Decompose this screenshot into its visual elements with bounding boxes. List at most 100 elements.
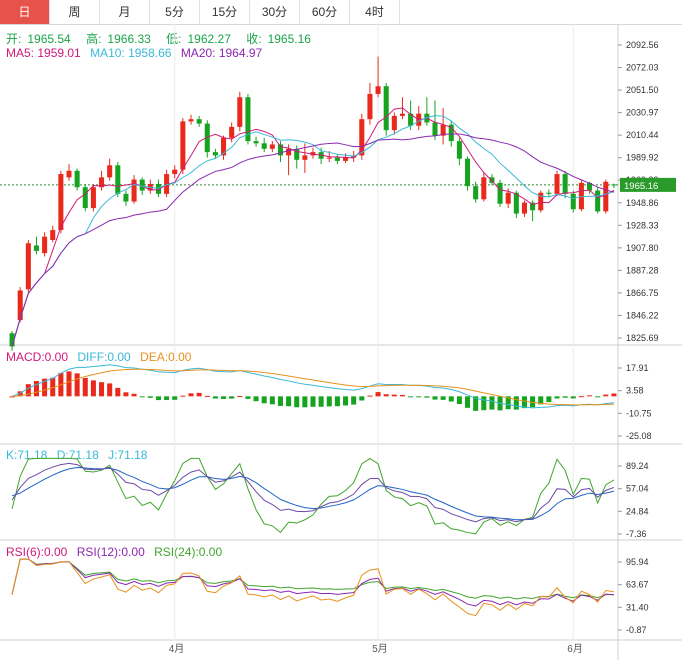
macd-bar — [399, 394, 405, 397]
macd-bar — [180, 395, 186, 397]
diff-label: DIFF:0.00 — [77, 350, 131, 364]
candle-body — [465, 158, 471, 187]
macd-bar — [9, 396, 15, 398]
tab-2[interactable]: 周 — [50, 0, 100, 24]
macd-bar — [351, 396, 357, 405]
macd-bar — [42, 378, 48, 397]
j-label: J:71.18 — [108, 448, 148, 462]
d-line — [11, 466, 615, 521]
candle-body — [294, 148, 300, 160]
tab-8[interactable]: 4时 — [350, 0, 400, 24]
candle-body — [180, 121, 186, 170]
kdj-tick-label: -7.36 — [626, 529, 647, 539]
candle-body — [9, 333, 15, 347]
rsi-legend: RSI(6):0.00 RSI(12):0.00 RSI(24):0.00 — [6, 545, 228, 559]
macd-bar — [359, 396, 365, 401]
macd-bar — [530, 396, 536, 408]
macd-bar — [448, 396, 454, 402]
candle-body — [115, 165, 121, 194]
x-tick-label: 5月 — [372, 643, 388, 655]
macd-bar — [90, 380, 96, 397]
price-tick-label: 1846.22 — [626, 310, 659, 320]
candle-body — [131, 179, 137, 202]
candle-body — [17, 290, 23, 321]
macd-bar — [481, 396, 487, 411]
candle-body — [587, 182, 593, 191]
candle-body — [432, 122, 438, 136]
tab-5[interactable]: 15分 — [200, 0, 250, 24]
macd-bar — [326, 396, 332, 407]
dea-label: DEA:0.00 — [140, 350, 192, 364]
macd-tick-label: -10.75 — [626, 408, 652, 418]
kdj-tick-label: 57.04 — [626, 484, 649, 494]
candle-body — [497, 182, 503, 204]
candle-body — [578, 182, 584, 210]
candle-body — [489, 177, 495, 183]
macd-bar — [440, 396, 446, 400]
macd-bar — [212, 396, 218, 399]
macd-bar — [424, 396, 430, 398]
candle-body — [82, 187, 88, 209]
ma20-line — [11, 133, 615, 347]
macd-bar — [367, 395, 373, 397]
dea-line — [12, 368, 614, 406]
tab-6[interactable]: 30分 — [250, 0, 300, 24]
rsi6-line — [11, 558, 615, 617]
macd-bar — [465, 396, 471, 408]
rsi6-label: RSI(6):0.00 — [6, 545, 68, 559]
rsi-tick-label: 95.94 — [626, 557, 649, 567]
candle-body — [66, 170, 72, 178]
macd-bar — [123, 392, 129, 397]
macd-bar — [473, 396, 479, 411]
macd-bar — [611, 393, 617, 397]
macd-bar — [25, 384, 31, 397]
price-tick-label: 1948.86 — [626, 198, 659, 208]
candle-body — [90, 187, 96, 209]
tab-3[interactable]: 月 — [100, 0, 150, 24]
macd-bar — [74, 373, 80, 397]
candle-body — [277, 144, 283, 156]
ma5-line — [11, 107, 615, 347]
macd-tick-label: 17.91 — [626, 363, 649, 373]
macd-bar — [253, 396, 259, 402]
price-tick-label: 1887.28 — [626, 265, 659, 275]
tab-1[interactable]: 日 — [0, 0, 50, 24]
candle-body — [562, 174, 568, 194]
price-tick-label: 1928.33 — [626, 220, 659, 230]
macd-bar — [416, 396, 422, 398]
macd-bar — [107, 383, 113, 397]
macd-bar — [164, 396, 170, 400]
candle-body — [237, 97, 243, 127]
candle-body — [302, 155, 308, 160]
tab-7[interactable]: 60分 — [300, 0, 350, 24]
macd-bar — [302, 396, 308, 408]
macd-bar — [139, 396, 145, 398]
macd-label: MACD:0.00 — [6, 350, 69, 364]
k-line — [11, 462, 615, 523]
candle-body — [391, 115, 397, 131]
candle-body — [595, 190, 601, 212]
kdj-tick-label: 24.84 — [626, 506, 649, 516]
macd-bar — [17, 391, 23, 397]
macd-bar — [204, 395, 210, 397]
candle-body — [204, 123, 210, 153]
macd-bar — [261, 396, 267, 404]
ohlc-legend: 开: 1965.54 高: 1966.33 低: 1962.27 收: 1965.16 — [6, 30, 323, 47]
macd-bar — [277, 396, 283, 406]
candle-body — [481, 177, 487, 200]
tab-4[interactable]: 5分 — [150, 0, 200, 24]
candle-body — [408, 113, 414, 126]
candle-body — [229, 126, 235, 138]
candle-body — [310, 152, 316, 156]
macd-bar — [294, 396, 300, 408]
candle-body — [58, 174, 64, 231]
period-tabs: 日周月 5分 15分 30分 60分 4时 — [0, 0, 682, 25]
current-price-label: 1965.16 — [624, 181, 658, 192]
candle-body — [139, 179, 145, 191]
macd-bar — [115, 387, 121, 397]
candle-body — [25, 243, 31, 290]
macd-legend: MACD:0.00 DIFF:0.00 DEA:0.00 — [6, 350, 197, 364]
current-price-box — [620, 177, 676, 192]
macd-bar — [595, 396, 601, 398]
